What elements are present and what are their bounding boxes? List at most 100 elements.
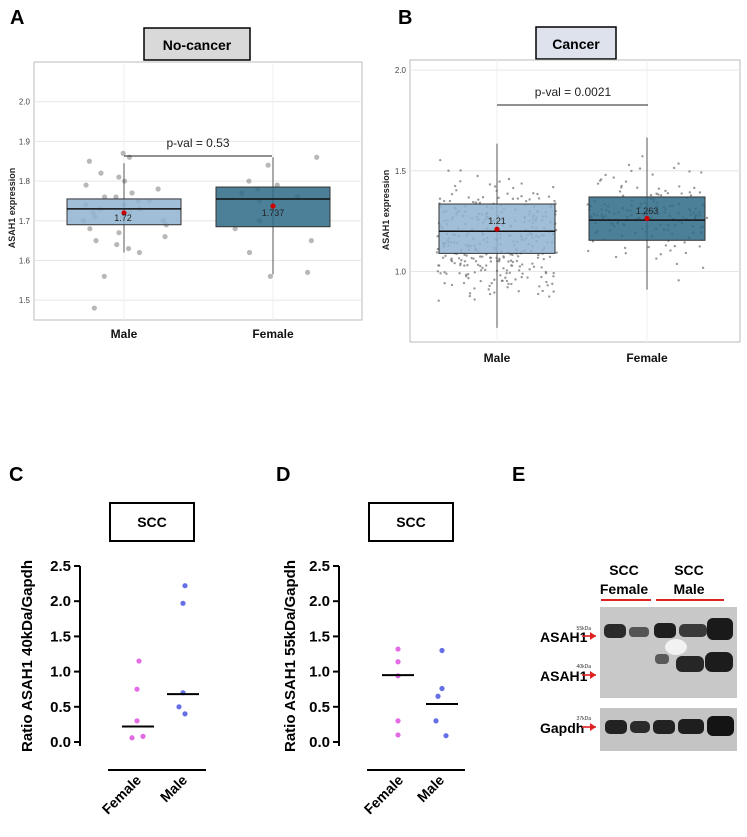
panel-a-y-ticks: 1.5 1.6 1.7 1.8 1.9 2.0: [19, 98, 31, 305]
point-female: [140, 733, 146, 739]
data-point: [507, 177, 511, 181]
blot-band: [707, 618, 733, 640]
y-tick-label: 2.5: [309, 558, 330, 575]
data-point: [472, 257, 475, 260]
panel-b-pval: p-val = 0.0021: [535, 85, 612, 99]
data-point: [155, 186, 161, 192]
panel-c-points: [122, 583, 199, 741]
y-tick-label: 2.0: [309, 593, 330, 610]
panel-a-category-male: Male: [111, 327, 138, 341]
data-point: [659, 253, 662, 256]
point-female: [395, 718, 401, 724]
data-point: [490, 281, 493, 285]
blot-kda-37: 37kDa: [577, 716, 592, 722]
data-point: [502, 256, 505, 259]
data-point: [101, 273, 107, 279]
data-point: [515, 259, 519, 263]
data-point: [468, 292, 472, 295]
data-point: [459, 169, 462, 172]
panel-b-category-female: Female: [626, 351, 668, 365]
data-point: [542, 257, 545, 261]
point-male: [182, 583, 188, 589]
data-point: [470, 256, 473, 260]
blot-band: [653, 720, 675, 734]
data-point: [455, 189, 458, 192]
data-point: [443, 270, 446, 274]
y-tick-label: 1.5: [309, 628, 330, 645]
data-point: [481, 266, 484, 270]
y-tick-label: 0.0: [309, 734, 330, 751]
panel-b-title-box: [535, 26, 617, 60]
data-point: [688, 170, 691, 173]
panel-e: E SCC Female SCC Male ASAH1 55kDa ASAH1 …: [512, 464, 737, 751]
data-point: [505, 269, 509, 272]
panel-b-mean-label-male: 1.21: [488, 216, 506, 226]
data-point: [93, 238, 99, 244]
data-point: [436, 270, 440, 273]
data-point: [436, 247, 440, 251]
data-point: [488, 292, 492, 296]
panel-a-boxes: [66, 157, 331, 275]
data-point: [664, 244, 668, 247]
y-tick-label: 1.0: [395, 268, 407, 277]
data-point: [641, 155, 644, 158]
data-point: [546, 284, 549, 287]
data-point: [630, 169, 633, 173]
data-point: [548, 255, 552, 259]
data-point: [129, 190, 135, 196]
data-point: [511, 260, 515, 264]
data-point: [489, 260, 493, 263]
blot-group1-line1: SCC: [609, 562, 639, 578]
data-point: [540, 275, 543, 279]
data-point: [437, 264, 441, 267]
blot-band: [676, 656, 704, 672]
data-point: [698, 191, 702, 194]
data-point: [113, 194, 119, 200]
data-point: [659, 194, 663, 197]
blot-band: [655, 654, 669, 664]
data-point: [521, 263, 524, 266]
data-point: [614, 255, 618, 259]
y-tick-label: 2.0: [395, 66, 407, 75]
data-point: [468, 294, 471, 298]
data-point: [473, 287, 476, 290]
mean-marker: [270, 203, 276, 209]
data-point: [677, 162, 680, 165]
data-point: [463, 253, 466, 256]
data-point: [267, 273, 273, 279]
data-point: [463, 260, 467, 263]
data-point: [514, 278, 517, 281]
data-point: [511, 197, 515, 201]
data-point: [479, 264, 482, 268]
data-point: [507, 282, 510, 286]
panel-c-title-box: [109, 502, 195, 542]
data-point: [265, 162, 271, 168]
data-point: [612, 176, 615, 179]
data-point: [87, 226, 93, 232]
data-point: [457, 257, 461, 260]
data-point: [439, 158, 442, 162]
data-point: [464, 273, 468, 277]
data-point: [540, 266, 543, 269]
data-point: [701, 266, 705, 270]
y-tick-label: 2.5: [50, 558, 71, 575]
panel-a-grid: [34, 62, 362, 320]
data-point: [498, 180, 501, 183]
y-tick-label: 0.5: [309, 699, 330, 716]
data-point: [507, 260, 510, 263]
data-point: [551, 185, 555, 189]
data-point: [688, 191, 692, 194]
data-point: [596, 182, 600, 185]
data-point: [437, 299, 440, 302]
data-point: [479, 269, 483, 272]
data-point: [528, 198, 531, 201]
data-point: [493, 278, 496, 281]
data-point: [481, 196, 485, 199]
data-point: [493, 291, 496, 294]
blot-label-asah1-55: ASAH1: [540, 629, 588, 645]
data-point: [669, 249, 672, 252]
data-point: [471, 200, 475, 204]
data-point: [504, 276, 507, 279]
data-point: [524, 199, 528, 203]
data-point: [91, 305, 97, 311]
